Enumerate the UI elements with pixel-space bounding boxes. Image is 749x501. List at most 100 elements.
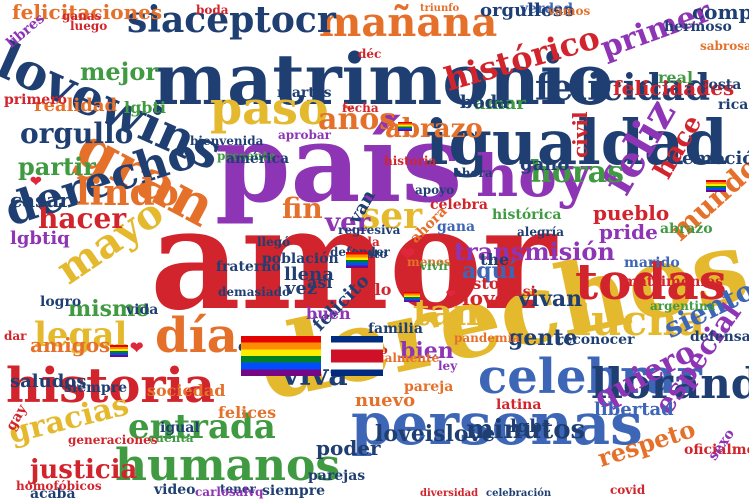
cloud-word-gano: ganó xyxy=(520,154,570,175)
cloud-word-regresiva: regresiva xyxy=(338,223,401,237)
cloud-word-alegria: alegría xyxy=(517,225,565,239)
cloud-word-ser: ser xyxy=(360,195,423,237)
cloud-word-defensa: defensa xyxy=(690,329,749,345)
cloud-word-felicidad: felicidad xyxy=(535,67,711,109)
cloud-word-lgbti: lgbti xyxy=(124,98,166,117)
cloud-word-parejas: parejas xyxy=(308,468,366,484)
cloud-word-llena: llena xyxy=(284,264,334,285)
cloud-word-vivan: vivan xyxy=(518,286,583,312)
cloud-word-boda: boda xyxy=(196,3,229,17)
cloud-word-historia: historia xyxy=(6,358,215,414)
cloud-word-verdad: verdad xyxy=(520,1,574,17)
heart-icon: ❤ xyxy=(400,244,416,265)
cloud-word-manana: mañana xyxy=(319,0,498,46)
cloud-word-vivir: vivir xyxy=(420,259,450,273)
cloud-word-logro: logro xyxy=(40,294,82,310)
cloud-word-partir: partir xyxy=(18,152,96,181)
cloud-word-gente: gente xyxy=(508,325,578,351)
cloud-word-apoyo: apoyo xyxy=(415,183,455,197)
rainbow-flag-icon xyxy=(404,292,420,302)
cloud-word-luego: luego xyxy=(70,19,108,33)
cloud-word-aprobar: aprobar xyxy=(278,128,331,142)
cloud-word-ley: ley xyxy=(438,359,458,373)
cloud-word-reconocer: reconocer xyxy=(556,332,635,348)
cloud-word-abrazo: abrazo xyxy=(660,221,713,237)
cloud-word-casar: casar xyxy=(10,188,70,212)
cloud-word-siempre: siempre xyxy=(262,483,325,499)
cloud-word-orgullo: orgullo xyxy=(20,117,134,150)
cloud-word-bien: bien xyxy=(400,338,454,364)
cloud-word-igual: igual xyxy=(160,420,200,436)
cloud-word-diversidad: diversidad xyxy=(420,488,479,499)
heart-icon: ❤ xyxy=(446,287,457,301)
cloud-word-poder: poder xyxy=(316,436,381,460)
cloud-word-matrimonios: matrimonios xyxy=(623,274,723,290)
cloud-word-casi: casi xyxy=(505,284,536,300)
cloud-word-ganas: ganas xyxy=(62,9,102,23)
rainbow-flag-icon xyxy=(706,180,726,192)
cloud-word-ahora: ahora xyxy=(454,166,493,180)
cloud-word-sabrosa: sabrosa xyxy=(700,39,749,53)
cloud-word-gana: gana xyxy=(437,219,476,235)
cloud-word-minutos: minutos xyxy=(466,415,586,445)
cloud-word-celebra: celebra xyxy=(430,197,488,213)
cloud-word-video: video xyxy=(154,482,196,498)
cloud-word-dar: dar xyxy=(4,329,27,343)
cloud-word-felicitaciones: felicitaciones xyxy=(12,0,163,24)
cloud-word-oficialmenteamensajes: oficialmenteamensajes xyxy=(684,442,749,458)
cloud-word-marido: marido xyxy=(624,255,680,271)
cloud-word-justo: justo xyxy=(455,274,500,293)
cloud-word-love: love xyxy=(462,286,508,310)
cloud-word-homofobicos: homofóbicos xyxy=(16,479,102,493)
cloud-word-todas: todas xyxy=(575,252,727,311)
cloud-word-lgbtiq: lgbtiq xyxy=(10,228,70,249)
rainbow-flag-icon xyxy=(398,122,412,131)
cloud-word-mejor: mejor xyxy=(80,57,158,86)
cloud-word-vamos: vamos xyxy=(548,4,591,18)
cloud-word-horas: horas xyxy=(530,155,624,190)
cloud-word-real: real xyxy=(658,68,694,87)
cloud-word-fin: fin xyxy=(282,192,323,225)
cloud-word-anos: años xyxy=(318,102,397,137)
rainbow-flag-icon xyxy=(110,345,128,357)
cloud-word-cuenta: cuenta xyxy=(148,431,194,445)
cloud-word-tan: tan xyxy=(413,292,480,334)
rainbow-flag-icon xyxy=(241,336,321,376)
heart-icon: ❤ xyxy=(30,174,42,190)
cloud-word-llorando: llorando xyxy=(591,359,749,408)
cloud-word-pareja: pareja xyxy=(404,379,454,395)
cloud-word-solo: solo xyxy=(355,280,392,299)
cloud-word-igualdad: igualdad xyxy=(425,106,728,179)
cloud-word-amar: amar xyxy=(474,93,526,114)
cloud-word-hermoso: hermoso xyxy=(664,19,732,35)
cloud-word-dec: déc xyxy=(358,47,382,61)
cloud-word-siaceptocr: siaceptocr xyxy=(127,0,336,41)
cloud-word-libertad: libertad xyxy=(594,399,674,420)
cloud-word-poblacion: población xyxy=(262,251,339,267)
cloud-word-triunfo: triunfo xyxy=(420,3,460,14)
cloud-word-loveislove: loveislove xyxy=(375,421,496,447)
cloud-word-lindo: lindo xyxy=(76,172,179,214)
cloud-word-emocion: emoción xyxy=(682,148,749,169)
cloud-word-paso: paso xyxy=(210,81,329,135)
cloud-word-toda: toda xyxy=(350,235,380,249)
cloud-word-saludos: saludos xyxy=(10,371,87,392)
cloud-word-demasiado: demasiado xyxy=(218,285,290,299)
cloud-word-america: américa xyxy=(226,151,290,167)
cloud-word-entrada: entrada xyxy=(128,407,276,447)
cloud-word-martes: martes xyxy=(277,85,332,101)
cloud-word-menos: menos xyxy=(407,255,451,269)
cloud-word-sociedad: sociedad xyxy=(147,381,226,400)
cloud-word-dia: día xyxy=(155,308,238,364)
cloud-word-latina: latina xyxy=(496,397,542,413)
cloud-word-presente: presente xyxy=(217,149,276,163)
cloud-word-familia: familia xyxy=(368,321,423,337)
cloud-word-bienvenida: bienvenida xyxy=(190,134,264,148)
cloud-word-personas: personas xyxy=(351,390,643,458)
cloud-word-generaciones: generaciones xyxy=(68,433,158,447)
cloud-word-carlosalvq: carlosalvq xyxy=(195,485,264,499)
cloud-word-acaba: acaba xyxy=(30,486,76,501)
cloud-word-transmision: transmisión xyxy=(454,237,615,266)
cloud-word-hacer: hacer xyxy=(38,202,127,235)
